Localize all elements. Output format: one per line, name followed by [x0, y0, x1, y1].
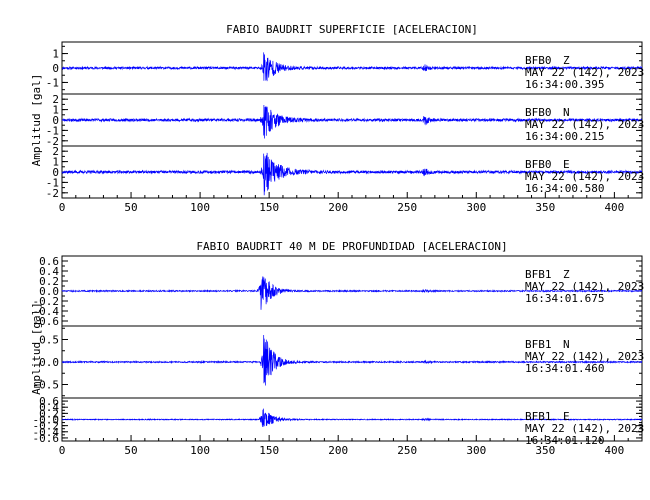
x-tick-label: 350: [535, 201, 555, 214]
y-tick-label: -0.6: [33, 315, 60, 328]
record-date: MAY 22 (142), 2023: [525, 170, 644, 183]
component-label: N: [563, 338, 570, 351]
x-tick-label: 400: [604, 444, 624, 457]
record-date: MAY 22 (142), 2023: [525, 350, 644, 363]
x-tick-label: 50: [124, 201, 137, 214]
waveform-trace-bfb1-e: [61, 408, 643, 427]
y-tick-label: 1: [52, 48, 59, 61]
x-tick-label: 0: [59, 444, 66, 457]
y-tick-label: -1: [46, 176, 59, 189]
y-tick-label: -0.0: [33, 414, 60, 427]
x-tick-label: 300: [466, 444, 486, 457]
record-date: MAY 22 (142), 2023: [525, 118, 644, 131]
component-label: N: [563, 106, 570, 119]
x-tick-label: 100: [190, 201, 210, 214]
y-tick-label: 2: [52, 93, 59, 106]
y-tick-label: -1: [46, 124, 59, 137]
waveform-trace-bfb0-n: [61, 104, 643, 139]
y-tick-label: -0.2: [33, 420, 60, 433]
x-tick-label: 0: [59, 201, 66, 214]
y-tick-label: 0: [52, 114, 59, 127]
station-code: BFB0: [525, 54, 552, 67]
y-tick-label: 0: [52, 62, 59, 75]
x-tick-label: 150: [259, 444, 279, 457]
record-time: 16:34:00.395: [525, 78, 604, 91]
chart-title: FABIO BAUDRIT SUPERFICIE [ACELERACION]: [226, 23, 478, 36]
y-tick-label: -0.4: [33, 426, 60, 439]
x-tick-label: 50: [124, 444, 137, 457]
component-label: E: [563, 158, 570, 171]
station-code: BFB0: [525, 158, 552, 171]
x-tick-label: 250: [397, 444, 417, 457]
record-time: 16:34:00.215: [525, 130, 604, 143]
record-time: 16:34:00.580: [525, 182, 604, 195]
waveform-trace-bfb1-n: [61, 334, 643, 386]
y-tick-label: -0.2: [33, 295, 60, 308]
component-label: Z: [563, 268, 570, 281]
y-tick-label: 0.6: [39, 255, 59, 268]
y-axis-label: Amplitud [gal]: [30, 74, 43, 167]
waveform-trace-bfb0-z: [61, 52, 643, 82]
y-tick-label: -0.5: [33, 379, 60, 392]
y-tick-label: 1: [52, 104, 59, 117]
y-tick-label: -1: [46, 76, 59, 89]
record-time: 16:34:01.675: [525, 292, 604, 305]
record-date: MAY 22 (142), 2023: [525, 422, 644, 435]
x-tick-label: 150: [259, 201, 279, 214]
component-label: E: [563, 410, 570, 423]
waveform-trace-bfb1-z: [61, 276, 643, 310]
x-tick-label: 200: [328, 444, 348, 457]
y-tick-label: -2: [46, 187, 59, 200]
y-tick-label: 0.2: [39, 275, 59, 288]
y-tick-label: -2: [46, 135, 59, 148]
y-tick-label: 0.0: [39, 356, 59, 369]
x-tick-label: 400: [604, 201, 624, 214]
x-tick-label: 300: [466, 201, 486, 214]
x-tick-label: 250: [397, 201, 417, 214]
y-axis-label: Amplitud [gal]: [30, 302, 43, 395]
chart-title: FABIO BAUDRIT 40 M DE PROFUNDIDAD [ACELE…: [196, 240, 507, 253]
y-tick-label: -0.6: [33, 432, 60, 445]
y-tick-label: 0.2: [39, 407, 59, 420]
x-tick-label: 350: [535, 444, 555, 457]
y-tick-label: 2: [52, 145, 59, 158]
record-date: MAY 22 (142), 2023: [525, 66, 644, 79]
y-tick-label: 1: [52, 156, 59, 169]
waveform-trace-bfb0-e: [61, 152, 643, 196]
y-tick-label: 0.4: [39, 401, 59, 414]
x-tick-label: 100: [190, 444, 210, 457]
station-code: BFB1: [525, 410, 552, 423]
y-tick-label: -0.4: [33, 305, 60, 318]
station-code: BFB1: [525, 338, 552, 351]
y-tick-label: 0.5: [39, 334, 59, 347]
y-tick-label: 0.6: [39, 395, 59, 408]
record-time: 16:34:01.460: [525, 362, 604, 375]
y-tick-label: 0.0: [39, 285, 59, 298]
station-code: BFB1: [525, 268, 552, 281]
station-code: BFB0: [525, 106, 552, 119]
x-tick-label: 200: [328, 201, 348, 214]
component-label: Z: [563, 54, 570, 67]
y-tick-label: 0.4: [39, 265, 59, 278]
y-tick-label: 0: [52, 166, 59, 179]
record-date: MAY 22 (142), 2023: [525, 280, 644, 293]
